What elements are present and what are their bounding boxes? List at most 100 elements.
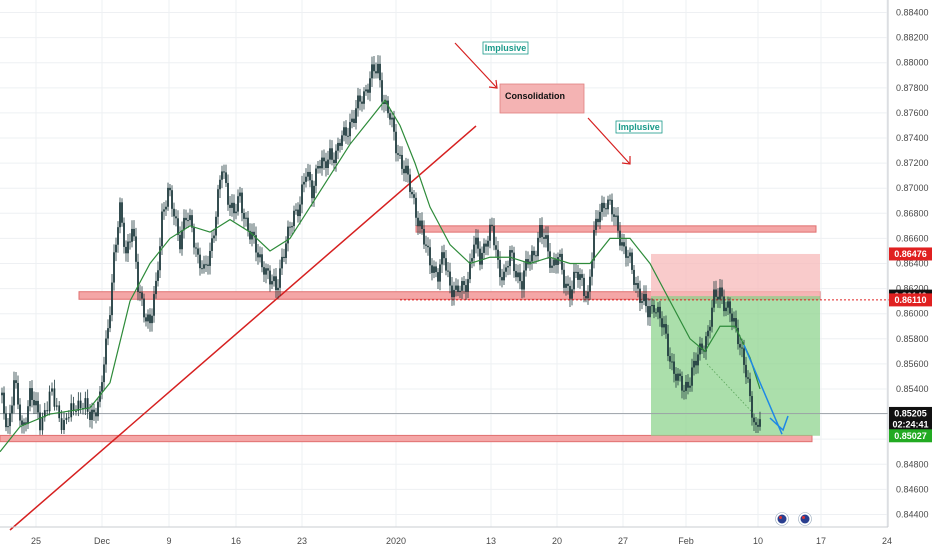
y-tick-label: 0.88200 [896, 33, 929, 43]
candle-body [697, 354, 699, 366]
candle-body [113, 252, 115, 283]
candle-body [377, 63, 379, 74]
candle-body [617, 215, 619, 231]
candle-body [449, 271, 451, 286]
candle-body [633, 269, 635, 285]
ma-line [0, 99, 761, 453]
candle-body [259, 254, 261, 258]
candle-body [635, 283, 637, 285]
candle-body [653, 304, 655, 313]
candle-body [313, 185, 315, 199]
candle-body [689, 385, 691, 388]
candle-body [527, 259, 529, 265]
candle-body [347, 135, 349, 137]
candle-body [131, 228, 133, 242]
candle-body [315, 168, 317, 186]
candle-body [253, 231, 255, 236]
candle-body [299, 204, 301, 217]
candle-body [719, 287, 721, 300]
candle-body [685, 381, 687, 391]
candle-body [153, 294, 155, 316]
implusive-label-box-2 [615, 120, 663, 134]
candle-body [649, 306, 651, 318]
candle-body [555, 259, 557, 265]
candle-body [33, 399, 35, 406]
candle-body [543, 237, 545, 239]
candles [1, 55, 761, 435]
candle-body [663, 324, 665, 328]
candle-body [661, 318, 663, 328]
candle-body [243, 212, 245, 219]
candle-body [287, 226, 289, 244]
candle-body [63, 420, 65, 431]
candle-body [745, 364, 747, 378]
candle-body [195, 247, 197, 249]
candle-body [51, 388, 53, 392]
candle-body [427, 245, 429, 248]
moving-average [0, 99, 761, 453]
candle-body [349, 122, 351, 137]
candle-body [623, 242, 625, 247]
candle-body [55, 405, 58, 407]
candle-body [173, 208, 175, 217]
take-profit-box [651, 296, 820, 436]
candle-body [587, 291, 589, 299]
candle-body [443, 252, 445, 259]
candle-body [169, 187, 171, 191]
red-arrow-1-head [488, 79, 498, 89]
candle-body [375, 71, 377, 74]
candle-body [639, 288, 641, 303]
candle-body [329, 148, 331, 160]
price-tag-label: 0.85205 [894, 408, 927, 418]
candle-body [303, 181, 305, 185]
candle-body [525, 259, 527, 271]
candle-body [757, 424, 759, 427]
x-tick-label: 9 [166, 536, 171, 546]
blue-arrow-shaft [743, 344, 783, 435]
candle-body [67, 417, 70, 419]
candle-body [187, 220, 189, 222]
y-tick-label: 0.86200 [896, 284, 929, 294]
candle-body [161, 211, 163, 247]
candle-body [361, 101, 363, 104]
candle-body [217, 189, 219, 217]
candle-body [403, 168, 405, 174]
y-tick-label: 0.85800 [896, 334, 929, 344]
y-tick-label: 0.87400 [896, 133, 929, 143]
candle-body [345, 127, 347, 136]
candle-body [573, 271, 575, 290]
candle-body [547, 235, 549, 252]
candle-body [565, 283, 567, 288]
implusive-label-box-1 [482, 41, 529, 55]
candle-body [487, 240, 489, 247]
candle-body [473, 244, 475, 259]
price-tag [889, 406, 932, 420]
candle-body [439, 264, 441, 282]
candle-body [3, 392, 5, 414]
candle-body [341, 135, 343, 146]
candle-body [571, 289, 573, 299]
candle-body [43, 410, 46, 418]
candle-body [261, 254, 263, 268]
flag-event-icon-dot [802, 516, 805, 519]
candle-body [247, 217, 249, 231]
candle-body [743, 348, 745, 365]
candle-body [245, 217, 247, 219]
candle-body [509, 250, 511, 267]
x-tick-label: 17 [816, 536, 826, 546]
candle-body [127, 241, 129, 254]
candle-body [677, 373, 679, 381]
x-tick-label: 2020 [386, 536, 406, 546]
candle-body [53, 388, 56, 407]
candle-body [493, 226, 495, 246]
candle-body [369, 78, 371, 93]
candle-body [481, 252, 483, 265]
candle-body [221, 171, 223, 180]
candle-body [373, 64, 375, 72]
implusive-label-1: Implusive [485, 43, 527, 53]
candle-body [601, 202, 603, 212]
candle-body [599, 211, 601, 223]
candle-body [705, 336, 707, 352]
candle-body [95, 412, 97, 417]
